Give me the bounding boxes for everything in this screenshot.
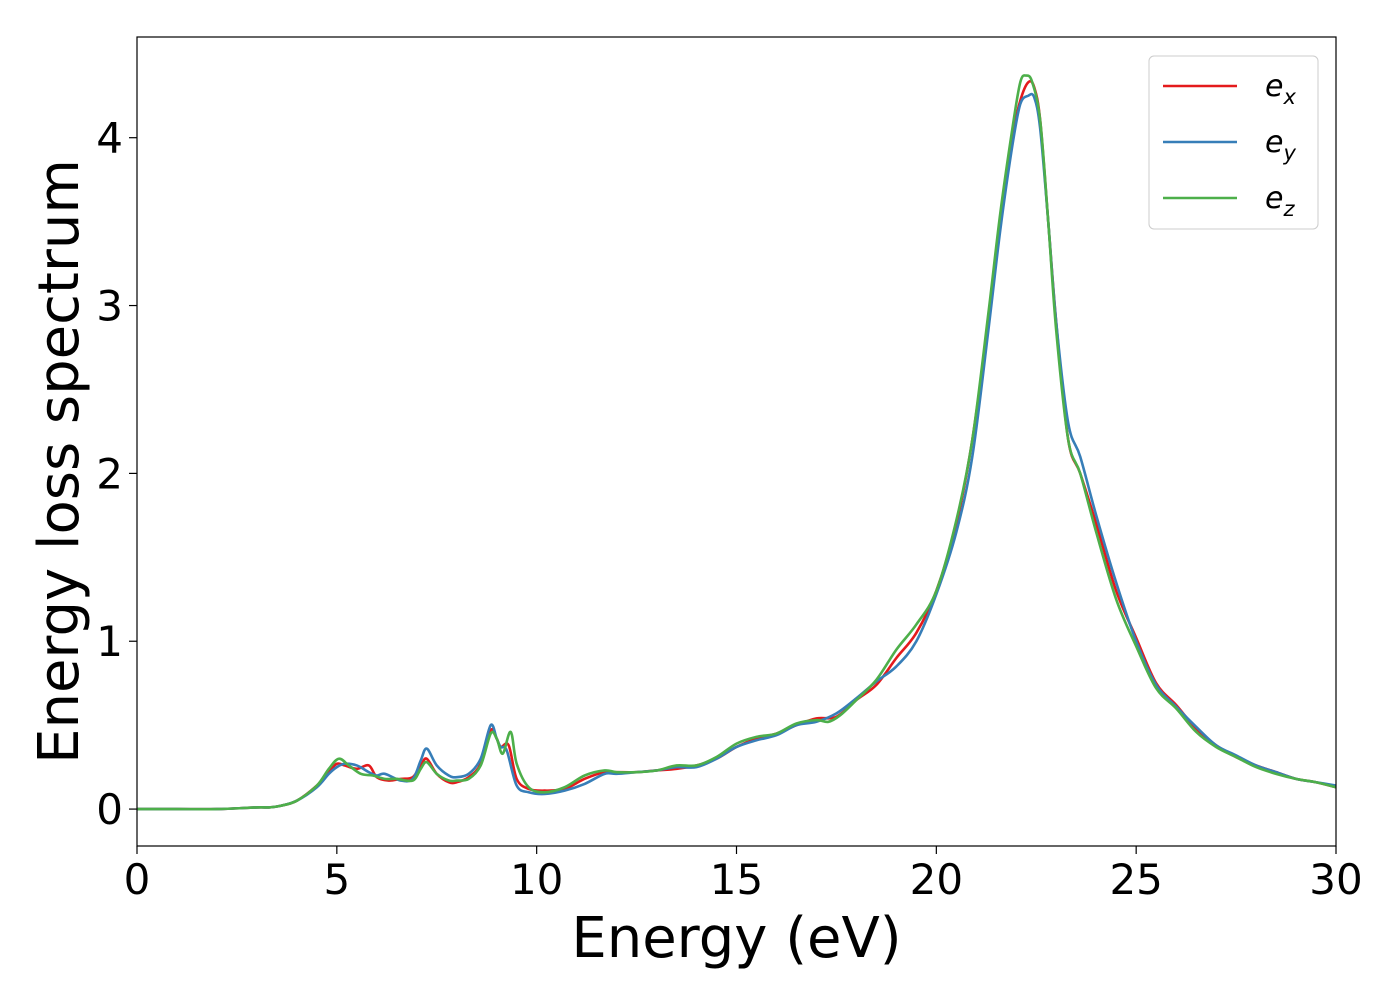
legend-label-z: ez	[1265, 181, 1295, 221]
legend-label-x: ex	[1265, 69, 1296, 109]
legend-label-y: ey	[1265, 125, 1296, 165]
x-tick-label: 5	[323, 855, 350, 904]
y-tick-label: 3	[96, 282, 123, 331]
y-tick-label: 2	[96, 449, 123, 498]
x-axis-ticks: 0 5 10 15 20 25 30	[124, 846, 1363, 904]
legend: ex ey ez	[1148, 55, 1319, 230]
x-tick-label: 10	[510, 855, 563, 904]
x-tick-label: 15	[710, 855, 763, 904]
x-tick-label: 30	[1309, 855, 1362, 904]
x-tick-label: 0	[124, 855, 151, 904]
x-tick-label: 20	[910, 855, 963, 904]
x-tick-label: 25	[1109, 855, 1162, 904]
series-line-z	[137, 74, 1336, 811]
y-tick-label: 0	[96, 785, 123, 834]
y-axis-title: Energy loss spectrum	[27, 159, 92, 764]
x-axis-title: Energy (eV)	[571, 906, 901, 971]
y-tick-label: 1	[96, 617, 123, 666]
y-axis-ticks: 0 1 2 3 4	[96, 114, 137, 834]
plot-lines	[137, 74, 1336, 811]
y-tick-label: 4	[96, 114, 123, 163]
